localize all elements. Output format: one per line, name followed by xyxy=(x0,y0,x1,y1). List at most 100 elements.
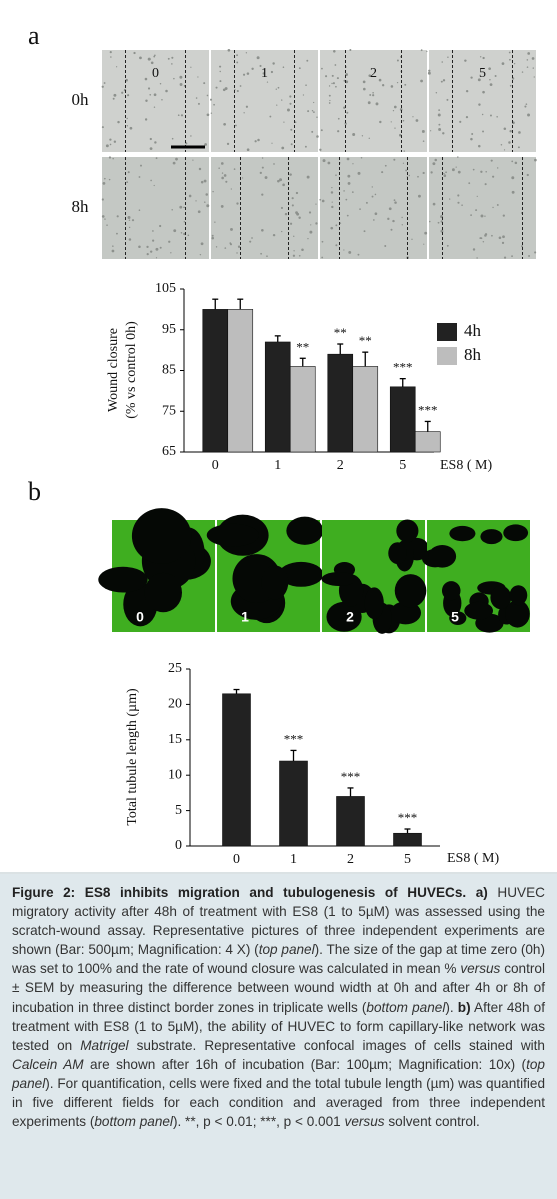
legend-swatch xyxy=(437,347,457,365)
image-label: 5 xyxy=(451,609,459,625)
caption-text: Calcein AM xyxy=(12,1056,84,1072)
cell-speck xyxy=(479,56,482,58)
cell-speck xyxy=(146,252,149,256)
cell-speck xyxy=(171,63,173,65)
cell-speck xyxy=(138,245,141,249)
cell-speck xyxy=(150,179,152,182)
cell-speck xyxy=(485,170,487,173)
cell-speck xyxy=(116,215,119,218)
significance-label: ** xyxy=(334,325,347,340)
caption-text: bottom panel xyxy=(366,999,446,1015)
cell-speck xyxy=(167,57,170,60)
x-tick-label: 5 xyxy=(399,458,406,473)
cell-speck xyxy=(359,208,361,210)
cell-speck xyxy=(215,246,218,248)
caption-text: versus xyxy=(344,1114,385,1130)
cell-speck xyxy=(308,211,312,214)
cell-speck xyxy=(496,204,499,206)
cell-speck xyxy=(138,176,141,178)
cell-speck xyxy=(388,207,392,211)
cell-speck xyxy=(490,159,493,162)
cell-speck xyxy=(420,79,423,83)
cell-speck xyxy=(103,82,106,84)
cell-speck xyxy=(500,144,503,146)
cell-speck xyxy=(534,251,537,254)
cell-speck xyxy=(321,67,323,70)
cell-speck xyxy=(180,231,183,234)
network-hole xyxy=(503,524,529,542)
cell-speck xyxy=(219,65,222,68)
cell-speck xyxy=(492,175,495,178)
cell-speck xyxy=(311,130,314,133)
cell-speck xyxy=(219,80,222,83)
cell-speck xyxy=(464,59,467,62)
cell-speck xyxy=(225,180,228,183)
cell-speck xyxy=(449,198,451,200)
cell-speck xyxy=(528,254,531,257)
cell-speck xyxy=(153,106,156,108)
cell-speck xyxy=(302,94,305,96)
image-background xyxy=(102,157,209,259)
network-hole xyxy=(98,566,148,593)
cell-speck xyxy=(153,93,157,97)
cell-speck xyxy=(221,176,224,180)
cell-speck xyxy=(126,181,129,184)
image-label: 1 xyxy=(241,609,249,625)
caption-text: Figure 2: ES8 inhibits migration and tub… xyxy=(12,885,488,900)
bar xyxy=(222,693,251,847)
cell-speck xyxy=(328,94,331,97)
cell-speck xyxy=(362,80,366,84)
image-label: 0 xyxy=(152,66,159,81)
cell-speck xyxy=(443,172,445,175)
cell-speck xyxy=(496,167,499,169)
cell-speck xyxy=(401,216,403,219)
cell-speck xyxy=(195,200,197,202)
cell-speck xyxy=(245,105,249,108)
cell-speck xyxy=(246,72,250,75)
cell-speck xyxy=(237,245,241,249)
cell-speck xyxy=(331,201,333,203)
y-tick-label: 15 xyxy=(168,732,182,747)
cell-speck xyxy=(187,234,190,237)
cell-speck xyxy=(437,113,441,117)
tubule-image xyxy=(206,514,324,632)
cell-speck xyxy=(357,253,360,256)
cell-speck xyxy=(513,62,516,65)
cell-speck xyxy=(511,176,515,180)
cell-speck xyxy=(110,56,112,58)
cell-speck xyxy=(126,125,129,127)
cell-speck xyxy=(422,171,425,175)
significance-label: *** xyxy=(398,810,418,825)
cell-speck xyxy=(281,230,283,233)
cell-speck xyxy=(423,243,425,245)
y-tick-label: 25 xyxy=(168,661,182,676)
cell-speck xyxy=(283,121,285,123)
row-label: 8h xyxy=(72,197,90,216)
cell-speck xyxy=(461,204,463,206)
cell-speck xyxy=(192,159,194,161)
network-hole xyxy=(441,581,461,601)
cell-speck xyxy=(381,171,384,174)
cell-speck xyxy=(103,177,106,180)
cell-speck xyxy=(533,76,535,78)
cell-speck xyxy=(159,82,162,85)
cell-speck xyxy=(293,235,295,238)
cell-speck xyxy=(446,98,449,101)
cell-speck xyxy=(521,245,523,248)
cell-speck xyxy=(327,161,331,165)
cell-speck xyxy=(482,130,485,133)
cell-speck xyxy=(347,182,351,185)
cell-speck xyxy=(368,137,370,139)
cell-speck xyxy=(534,158,537,162)
cell-speck xyxy=(102,182,106,185)
cell-speck xyxy=(347,174,351,178)
cell-speck xyxy=(401,224,403,226)
caption-text: substrate. Representative confocal image… xyxy=(128,1037,545,1053)
cell-speck xyxy=(371,186,373,188)
cell-speck xyxy=(521,71,524,73)
x-tick-label: 0 xyxy=(233,852,240,867)
caption-text: are shown after 16h of incubation (Bar: … xyxy=(83,1056,527,1072)
cell-speck xyxy=(475,209,478,212)
cell-speck xyxy=(128,238,132,241)
cell-speck xyxy=(279,178,283,182)
